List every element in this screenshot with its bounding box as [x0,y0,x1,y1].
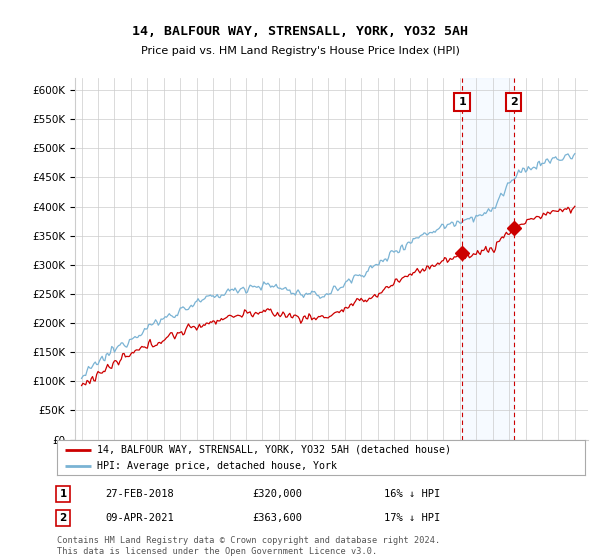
Bar [462,78,514,440]
Text: 2: 2 [509,97,517,107]
Text: 14, BALFOUR WAY, STRENSALL, YORK, YO32 5AH: 14, BALFOUR WAY, STRENSALL, YORK, YO32 5… [132,25,468,38]
Text: £320,000: £320,000 [252,489,302,499]
Text: 17% ↓ HPI: 17% ↓ HPI [384,513,440,523]
Text: 1: 1 [458,97,466,107]
Text: £363,600: £363,600 [252,513,302,523]
Text: 2: 2 [59,513,67,523]
Text: HPI: Average price, detached house, York: HPI: Average price, detached house, York [97,461,337,471]
Text: 14, BALFOUR WAY, STRENSALL, YORK, YO32 5AH (detached house): 14, BALFOUR WAY, STRENSALL, YORK, YO32 5… [97,445,451,455]
Text: 09-APR-2021: 09-APR-2021 [105,513,174,523]
Text: Contains HM Land Registry data © Crown copyright and database right 2024.
This d: Contains HM Land Registry data © Crown c… [57,536,440,556]
Text: 1: 1 [59,489,67,499]
Text: 27-FEB-2018: 27-FEB-2018 [105,489,174,499]
Text: 16% ↓ HPI: 16% ↓ HPI [384,489,440,499]
Text: Price paid vs. HM Land Registry's House Price Index (HPI): Price paid vs. HM Land Registry's House … [140,46,460,56]
